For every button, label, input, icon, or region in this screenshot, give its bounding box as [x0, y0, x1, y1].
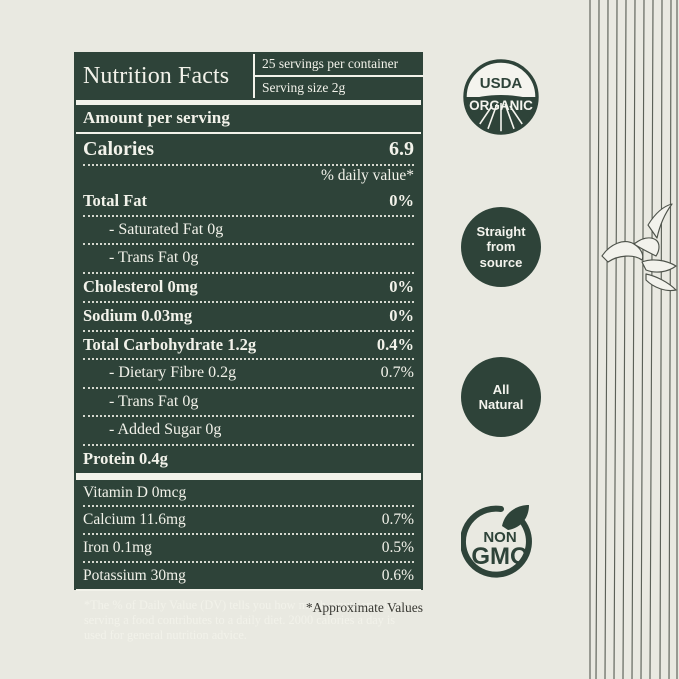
serving-size: Serving size 2g	[262, 80, 346, 95]
vitamin-label: Vitamin D 0mcg	[83, 483, 187, 501]
servings-per-container: 25 servings per container	[255, 53, 423, 77]
footnote: *The % of Daily Value (DV) tells you how…	[84, 597, 402, 642]
daily-value-header-row: % daily value*	[83, 166, 414, 188]
all-natural-circle: All Natural	[461, 357, 541, 437]
calories-label: Calories	[83, 138, 155, 160]
vitamin-row: Iron 0.1mg 0.5%	[83, 535, 414, 564]
nutrient-row: Total Carbohydrate 1.2g 0.4%	[83, 332, 414, 361]
approximate-values-note: *Approximate Values	[305, 600, 423, 615]
amount-per-serving-band: Amount per serving	[83, 108, 230, 127]
nutrient-label: - Trans Fat 0g	[109, 392, 199, 410]
organic-text: ORGANIC	[469, 98, 533, 113]
vitamins-separator	[76, 472, 421, 480]
badge-line-2: Natural	[478, 397, 524, 412]
badge-line-2: from	[486, 239, 516, 255]
nutrient-row: - Trans Fat 0g	[83, 245, 414, 274]
daily-value-header: % daily value*	[321, 167, 414, 184]
vitamin-label: Potassium 30mg	[83, 567, 186, 585]
vitamin-value: 0.7%	[381, 511, 414, 529]
straight-from-source-circle: Straight from source	[461, 207, 541, 287]
non-gmo-icon: NON GMO	[459, 505, 532, 578]
nutrient-label: - Added Sugar 0g	[109, 421, 222, 439]
nutrient-value: 0%	[389, 276, 414, 296]
usda-text: USDA	[480, 75, 523, 92]
vitamin-value: 0.5%	[381, 539, 414, 557]
badge-straight-from-source: Straight from source	[461, 207, 541, 287]
nutrient-value: 0.4%	[376, 334, 414, 354]
serving-info: 25 servings per container Serving size 2…	[255, 52, 423, 100]
nutrient-row: - Dietary Fibre 0.2g 0.7%	[83, 360, 414, 389]
nutrient-row: Cholesterol 0mg 0%	[83, 274, 414, 303]
page-title: Nutrition Facts	[83, 62, 230, 89]
nutrient-label: Cholesterol 0mg	[83, 276, 198, 296]
header-divider	[253, 54, 255, 98]
vitamin-row: Calcium 11.6mg 0.7%	[83, 507, 414, 536]
calories-value: 6.9	[389, 138, 414, 160]
footnote-rule	[76, 588, 421, 591]
nutrition-facts-panel: Nutrition Facts 25 servings per containe…	[74, 52, 423, 642]
vitamin-label: Iron 0.1mg	[83, 539, 152, 557]
nutrient-value: 0%	[389, 305, 414, 325]
badge-line-1: Straight	[476, 224, 526, 239]
vitamin-value: 0.6%	[381, 567, 414, 585]
nutrient-row: - Saturated Fat 0g	[83, 217, 414, 246]
stalk-illustration	[589, 0, 678, 679]
nutrient-label: Sodium 0.03mg	[83, 305, 193, 325]
nutrient-label: - Trans Fat 0g	[109, 249, 199, 267]
nutrient-row: - Added Sugar 0g	[83, 417, 414, 446]
badge-line-3: source	[479, 254, 523, 270]
usda-organic-seal-icon: USDA ORGANIC	[463, 59, 539, 135]
label-header: Nutrition Facts 25 servings per containe…	[74, 52, 423, 100]
non-text: NON	[483, 529, 516, 546]
badge-non-gmo: NON GMO	[459, 502, 541, 582]
nutrient-value: 0%	[389, 190, 414, 210]
nutrient-label: - Saturated Fat 0g	[109, 220, 224, 238]
nutrient-row: Protein 0.4g	[83, 446, 414, 473]
vitamin-label: Calcium 11.6mg	[83, 511, 186, 529]
header-rule	[76, 100, 421, 105]
nutrient-row: - Trans Fat 0g	[83, 389, 414, 418]
nutrient-label: Total Carbohydrate 1.2g	[83, 334, 257, 354]
badge-usda-organic: USDA ORGANIC	[461, 57, 541, 137]
calories-row: Calories 6.9	[83, 134, 414, 166]
gmo-text: GMO	[471, 543, 528, 570]
nutrient-label: Total Fat	[83, 190, 148, 210]
nutrient-row: Sodium 0.03mg 0%	[83, 303, 414, 332]
amount-rule	[76, 132, 421, 134]
nutrient-label: - Dietary Fibre 0.2g	[109, 364, 237, 382]
nutrient-label: Protein 0.4g	[83, 448, 168, 468]
nutrient-row: Total Fat 0%	[83, 188, 414, 217]
nutrient-value: 0.7%	[380, 364, 414, 382]
badge-line-1: All	[492, 381, 510, 397]
vitamin-rows: Vitamin D 0mcg Calcium 11.6mg 0.7% Iron 0.1…	[74, 480, 423, 589]
badge-all-natural: All Natural	[461, 357, 541, 437]
nutrient-rows: Calories 6.9 % daily value* Total Fat 0% -…	[74, 134, 423, 473]
vitamin-row: Vitamin D 0mcg	[83, 480, 414, 508]
vitamin-row: Potassium 30mg 0.6%	[83, 563, 414, 589]
